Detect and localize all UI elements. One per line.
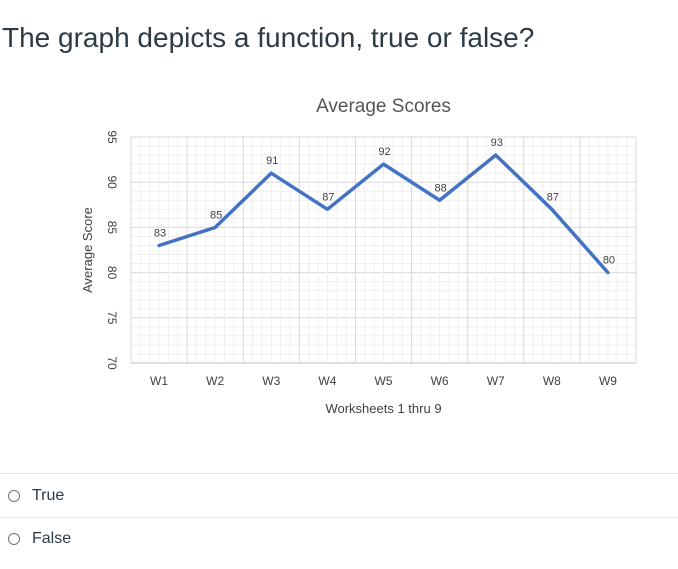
y-tick-label: 75 [105,311,119,325]
data-label: 91 [266,155,278,167]
chart-title: Average Scores [316,96,451,117]
answer-label-false: False [32,530,72,547]
data-label: 93 [491,137,503,149]
radio-button-true[interactable] [8,490,20,502]
question-text: The graph depicts a function, true or fa… [2,22,535,53]
data-label: 88 [434,182,446,194]
chart-grid [130,136,637,364]
line-chart: 70 75 80 85 90 95 W1 W2 W3 W4 W5 W6 W7 W8 W9 Worksheets… [0,80,678,440]
chart-svg: 70 75 80 85 90 95 W1 W2 W3 W4 W5 W6 W7 W8 W9 Worksheets… [80,96,637,416]
y-tick-label: 85 [105,221,119,235]
chart-labels: 83 85 91 87 92 88 93 87 80 [154,137,615,267]
series-line [157,153,610,275]
data-label: 80 [603,255,615,267]
answer-option-true[interactable]: True [8,484,64,508]
x-tick-label: W6 [431,374,449,388]
x-tick-label: W1 [150,374,168,388]
y-tick-label: 70 [105,356,119,370]
data-label: 83 [154,227,166,239]
data-label: 87 [547,191,559,203]
x-tick-label: W2 [206,374,224,388]
x-tick-label: W8 [543,374,561,388]
y-axis-title: Average Score [80,207,95,293]
answer-label-true: True [32,487,65,504]
x-tick-label: W5 [375,374,393,388]
divider [0,473,678,474]
data-label: 85 [210,209,222,221]
x-tick-label: W3 [262,374,280,388]
data-label: 87 [322,191,334,203]
x-axis-title: Worksheets 1 thru 9 [325,401,441,416]
radio-button-false[interactable] [8,533,20,545]
x-tick-label: W4 [318,374,336,388]
y-tick-label: 95 [105,130,119,144]
chart-axes: 70 75 80 85 90 95 W1 W2 W3 W4 W5 W6 W7 W8 W9 Worksheets… [80,130,636,416]
data-label: 92 [378,146,390,158]
x-tick-label: W7 [487,374,505,388]
divider [0,517,678,518]
chart-series [157,153,610,275]
y-tick-label: 90 [105,176,119,190]
y-tick-label: 80 [105,266,119,280]
x-tick-label: W9 [599,374,617,388]
answer-option-false[interactable]: False [8,527,71,551]
